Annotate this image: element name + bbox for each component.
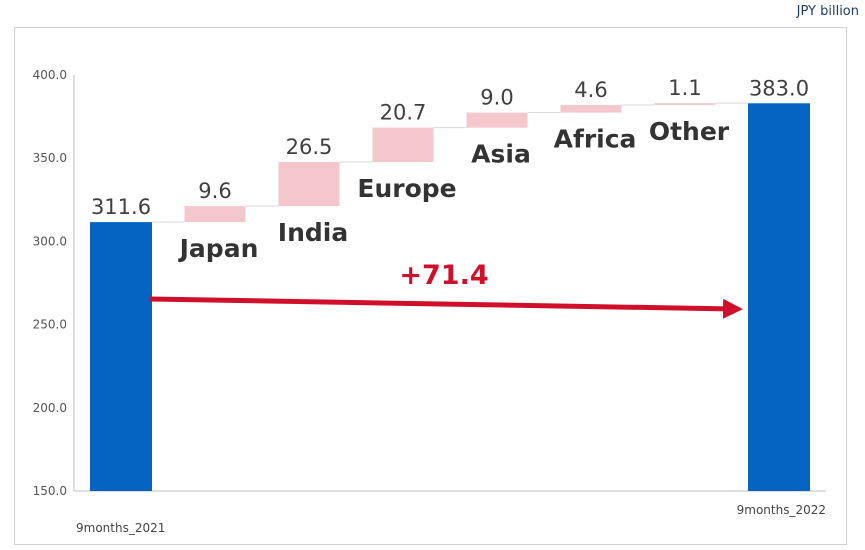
y-tick-label: 400.0	[33, 68, 67, 82]
bar-start	[90, 222, 152, 491]
category-label-end: 9months_2022	[737, 503, 826, 517]
value-label-asia: 9.0	[480, 86, 513, 110]
y-tick-label: 300.0	[33, 234, 67, 248]
y-tick-label: 200.0	[33, 401, 67, 415]
value-label-other: 1.1	[668, 76, 701, 100]
bar-japan	[184, 206, 246, 223]
value-label-end: 383.0	[749, 76, 809, 100]
bar-other	[654, 103, 716, 105]
y-tick-label: 350.0	[33, 151, 67, 165]
category-label-asia: Asia	[471, 140, 531, 169]
y-tick-label: 150.0	[33, 484, 67, 498]
bar-asia	[466, 112, 528, 128]
category-label-other: Other	[649, 117, 730, 146]
bar-india	[278, 162, 340, 207]
value-label-india: 26.5	[286, 135, 333, 159]
y-tick-label: 250.0	[33, 318, 67, 332]
unit-label: JPY billion	[796, 4, 859, 19]
bar-end	[748, 103, 810, 492]
value-label-start: 311.6	[91, 195, 151, 219]
category-label-start: 9months_2021	[76, 521, 165, 535]
value-label-japan: 9.6	[198, 179, 231, 203]
value-label-europe: 20.7	[380, 101, 427, 125]
bar-africa	[560, 104, 622, 113]
category-label-india: India	[278, 218, 348, 247]
chart-frame	[14, 27, 847, 545]
category-label-japan: Japan	[178, 234, 259, 263]
change-arrow	[149, 296, 743, 319]
total-change-label: +71.4	[399, 260, 488, 291]
value-label-africa: 4.6	[574, 78, 607, 102]
category-label-africa: Africa	[554, 125, 637, 154]
category-label-europe: Europe	[357, 174, 456, 203]
bar-europe	[372, 127, 434, 163]
